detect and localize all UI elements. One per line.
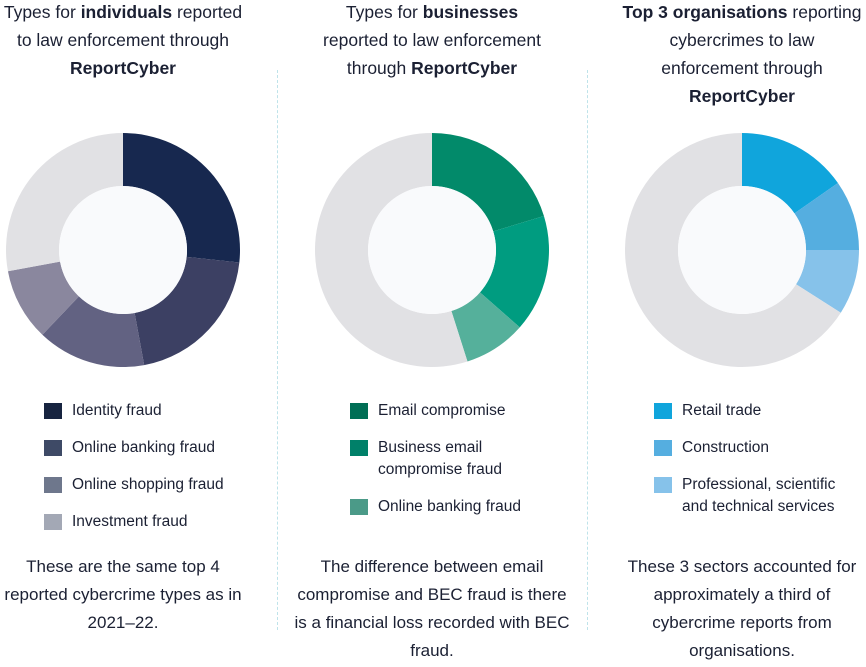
donut-segment-remainder (625, 133, 841, 367)
chart-note: These are the same top 4 reported cyberc… (4, 557, 242, 632)
donut-chart (315, 133, 549, 367)
legend-item: Investment fraud (44, 511, 274, 533)
donut-segment (123, 133, 241, 263)
title-emphasis: ReportCyber (411, 58, 518, 78)
legend-item: Email compromise (350, 400, 550, 422)
legend-swatch (44, 440, 62, 456)
donut-hole (678, 186, 806, 314)
legend-swatch (44, 514, 62, 530)
column-divider (277, 70, 278, 630)
legend-item: Online shopping fraud (44, 474, 274, 496)
legend-item: Construction (654, 437, 864, 459)
donut-segment (42, 296, 145, 367)
title-emphasis: ReportCyber (70, 58, 176, 78)
chart-legend: Email compromise Business email compromis… (350, 400, 550, 533)
title-emphasis: businesses (422, 2, 519, 22)
legend-swatch (350, 403, 368, 419)
legend-label: Email compromise (378, 402, 506, 419)
donut-hole (368, 186, 496, 314)
donut-chart (5, 133, 241, 367)
title-text: reporting cybercrimes to law enforcement… (661, 2, 862, 78)
donut-segment (742, 133, 838, 214)
donut-segment-remainder (5, 133, 123, 272)
donut-segment (796, 250, 859, 313)
donut-segment-remainder (315, 133, 468, 367)
legend-swatch (44, 477, 62, 493)
chart-note: The difference between email compromise … (294, 557, 570, 660)
title-emphasis: ReportCyber (689, 86, 795, 106)
legend-swatch (654, 440, 672, 456)
donut-segment (134, 256, 240, 366)
title-emphasis: individuals (80, 2, 173, 22)
title-text: Types for (345, 2, 423, 22)
legend-item: Professional, scientific and technical s… (654, 474, 864, 518)
donut-segment (451, 292, 520, 362)
donut-segment (432, 133, 544, 232)
donut-segment (480, 215, 549, 328)
legend-label: Construction (682, 439, 770, 456)
donut-hole (59, 186, 187, 314)
legend-label: Online shopping fraud (72, 476, 224, 493)
chart-title: Types for businesses reported to law enf… (312, 0, 552, 82)
legend-label: Retail trade (682, 402, 762, 419)
legend-swatch (654, 403, 672, 419)
title-text: reported to law enforcement through (16, 2, 243, 50)
legend-swatch (350, 499, 368, 515)
chart-title: Types for individuals reported to law en… (3, 0, 243, 82)
legend-swatch (350, 440, 368, 456)
legend-label: Online banking fraud (378, 498, 522, 515)
legend-label: Investment fraud (72, 513, 188, 530)
legend-item: Business email compromise fraud (350, 437, 550, 481)
legend-label: Online banking fraud (72, 439, 216, 456)
donut-chart (625, 133, 859, 367)
legend-swatch (44, 403, 62, 419)
legend-label: Professional, scientific and technical s… (682, 476, 836, 515)
legend-swatch (654, 477, 672, 493)
legend-item: Online banking fraud (44, 437, 274, 459)
legend-item: Retail trade (654, 400, 864, 422)
donut-segment (7, 261, 79, 335)
donut-segment (794, 183, 859, 250)
chart-legend: Identity fraud Online banking fraud Online… (44, 400, 274, 548)
legend-item: Online banking fraud (350, 496, 550, 518)
title-text: Types for (3, 2, 81, 22)
chart-title: Top 3 organisations reporting cybercrime… (622, 0, 862, 110)
legend-item: Identity fraud (44, 400, 274, 422)
title-text: reported to law enforcement through (323, 30, 541, 78)
chart-note: These 3 sectors accounted for approximat… (627, 557, 857, 660)
title-emphasis: Top 3 organisations (622, 2, 788, 22)
chart-legend: Retail trade Construction Professional, sc… (654, 400, 864, 533)
legend-label: Business email compromise fraud (378, 439, 503, 478)
column-divider (587, 70, 588, 630)
legend-label: Identity fraud (72, 402, 162, 419)
